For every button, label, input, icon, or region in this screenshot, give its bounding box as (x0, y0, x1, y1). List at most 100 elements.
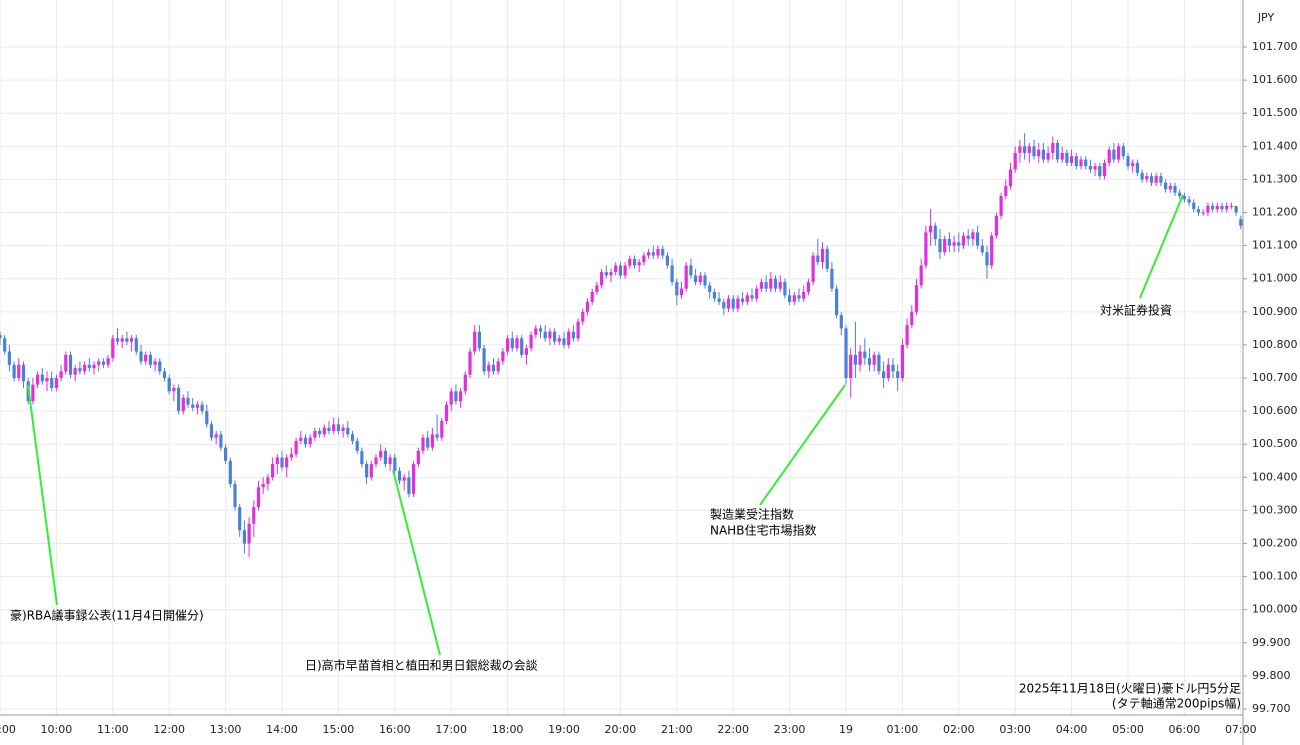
candle-body (1008, 169, 1013, 187)
candle-body (31, 384, 35, 402)
candle-body (966, 235, 970, 239)
candle-body (741, 298, 745, 302)
candle-body (745, 295, 749, 302)
candle-body (350, 434, 355, 441)
candle-body (1220, 205, 1224, 210)
candle-body (322, 427, 326, 435)
candle-body (872, 354, 876, 365)
candle-body (529, 334, 533, 349)
candle-body (219, 434, 223, 448)
candle-body (1168, 186, 1172, 190)
candle-body (1093, 166, 1097, 170)
candle-body (820, 248, 825, 263)
candle-body (778, 282, 782, 289)
candle-body (1135, 162, 1139, 173)
x-tick-label: 09:00 (0, 723, 16, 736)
candle-body (947, 238, 951, 246)
candle-body (435, 434, 439, 438)
candle-body (703, 275, 707, 286)
candle-body (595, 285, 599, 292)
candle-body (327, 427, 331, 431)
annotation: 豪)RBA議事録公表(11月4日開催分) (10, 608, 204, 623)
candle-body (101, 361, 105, 365)
candle-body (299, 437, 303, 441)
candle-body (1013, 152, 1017, 170)
candle-body (1239, 219, 1243, 226)
candle-body (651, 252, 655, 256)
x-tick-label: 03:00 (999, 723, 1031, 736)
candle-body (275, 457, 279, 465)
candle-body (769, 278, 773, 289)
candle-body (510, 338, 514, 349)
footnote: 2025年11月18日(火曜日)豪ドル円5分足 (1019, 681, 1241, 696)
y-tick-label: 101.700 (1252, 40, 1298, 53)
candle-body (125, 338, 129, 342)
candle-body (59, 371, 63, 379)
y-tick-label: 100.800 (1252, 338, 1298, 351)
candle-body (792, 295, 796, 302)
candle-body (332, 424, 336, 431)
candle-body (365, 464, 369, 478)
candle-body (759, 282, 763, 289)
candle-body (1211, 205, 1215, 210)
y-tick-label: 100.900 (1252, 305, 1298, 318)
candle-body (914, 285, 919, 312)
candle-body (694, 275, 698, 283)
candle-body (449, 391, 453, 405)
candle-body (642, 255, 646, 263)
candle-body (440, 421, 444, 438)
candle-body (36, 374, 40, 385)
candle-body (228, 460, 232, 484)
x-tick-label: 11:00 (97, 723, 129, 736)
x-tick-label: 06:00 (1169, 723, 1201, 736)
candle-body (3, 338, 7, 352)
candle-body (153, 361, 157, 365)
candle-body (534, 328, 538, 335)
candle-body (661, 248, 665, 256)
candle-body (938, 238, 942, 253)
candle-body (684, 265, 688, 289)
candle-body (68, 354, 73, 375)
candle-body (280, 457, 284, 468)
candle-body (421, 437, 425, 451)
candle-body (388, 457, 392, 465)
y-tick-label: 100.500 (1252, 437, 1298, 450)
candle-body (496, 361, 500, 372)
candle-body (261, 483, 265, 488)
y-tick-label: 101.100 (1252, 239, 1298, 252)
candle-body (797, 295, 801, 299)
x-tick-label: 12:00 (153, 723, 185, 736)
candle-body (581, 311, 585, 322)
candle-body (900, 344, 904, 379)
candle-body (369, 464, 373, 478)
candle-body (379, 450, 383, 458)
x-tick-label: 19:00 (548, 723, 580, 736)
candle-body (106, 358, 110, 365)
candle-body (1206, 205, 1210, 213)
candle-body (473, 331, 477, 352)
annotation: 日)高市早苗首相と植田和男日銀総裁の会談 (305, 658, 538, 673)
candle-body (186, 397, 190, 405)
candle-body (590, 291, 594, 302)
candle-body (78, 368, 82, 372)
candle-body (882, 371, 886, 379)
candle-body (181, 397, 185, 412)
candle-body (773, 278, 778, 289)
leader-line (759, 384, 846, 506)
candle-body (308, 437, 312, 445)
x-tick-label: 19 (839, 723, 853, 736)
candle-body (867, 358, 872, 365)
candle-body (233, 483, 237, 508)
candle-body (224, 447, 228, 461)
candle-body (501, 351, 505, 362)
candle-body (285, 457, 289, 468)
candle-body (416, 450, 420, 465)
candle-body (7, 351, 11, 365)
candle-body (144, 354, 148, 362)
candle-body (148, 354, 152, 365)
candle-body (468, 351, 472, 375)
candle-body (1173, 186, 1177, 193)
candle-body (120, 338, 124, 342)
x-tick-label: 18:00 (492, 723, 524, 736)
candle-body (1018, 146, 1022, 153)
